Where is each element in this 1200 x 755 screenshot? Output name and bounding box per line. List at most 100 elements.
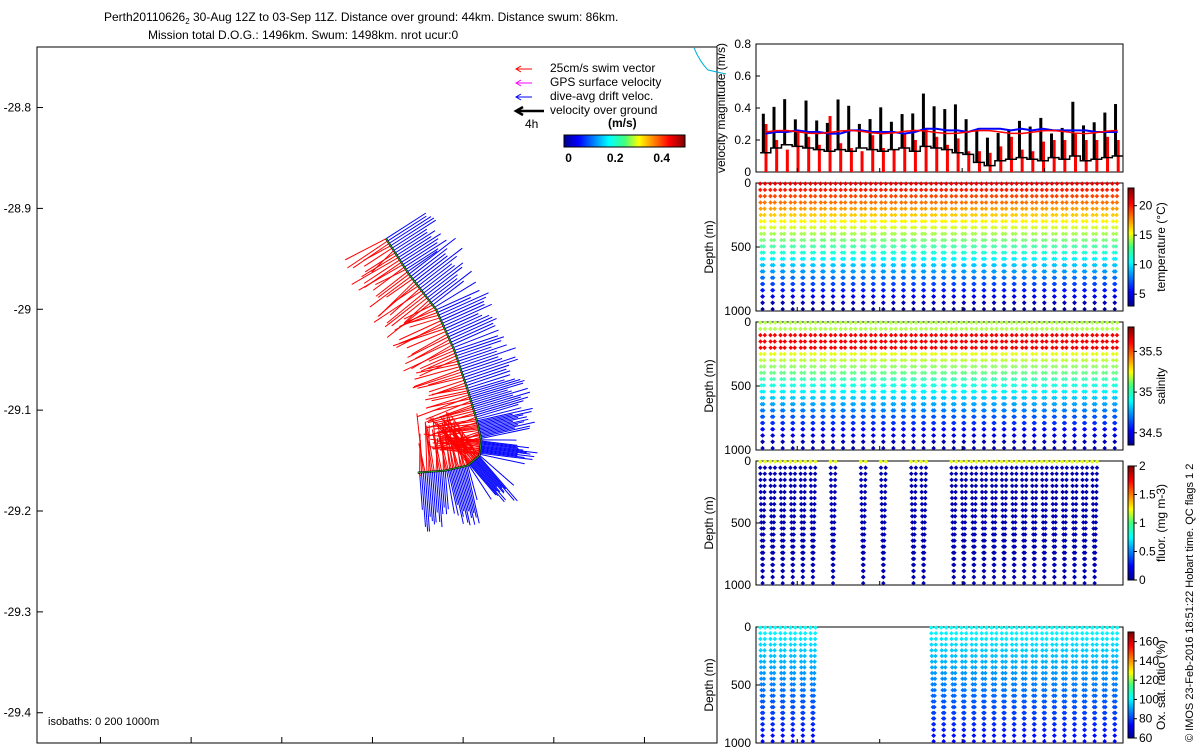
profile-colorbar: [1128, 466, 1134, 580]
profile-sample-marker: [768, 484, 773, 489]
profile-sample-marker: [1063, 244, 1068, 249]
profile-sample-marker: [963, 665, 968, 670]
profile-sample-marker: [1084, 496, 1089, 501]
profile-sample-marker: [1032, 575, 1037, 580]
profile-sample-marker: [990, 345, 995, 350]
profile-sample-marker: [813, 637, 818, 642]
profile-sample-marker: [1113, 294, 1118, 299]
profile-sample-marker: [1024, 459, 1029, 464]
profile-sample-marker: [1014, 219, 1019, 224]
profile-sample-marker: [792, 244, 797, 249]
profile-sample-marker: [953, 514, 958, 519]
profile-sample-marker: [884, 320, 889, 325]
profile-sample-marker: [773, 333, 778, 338]
profile-sample-marker: [812, 508, 817, 513]
profile-sample-marker: [1034, 200, 1039, 205]
profile-sample-marker: [911, 440, 916, 445]
profile-ytick-label: 500: [731, 240, 751, 254]
profile-sample-marker: [1034, 194, 1039, 199]
profile-sample-marker: [772, 676, 777, 681]
profile-sample-marker: [953, 682, 958, 687]
profile-sample-marker: [1024, 181, 1029, 186]
profile-sample-marker: [772, 377, 777, 382]
profile-sample-marker: [1012, 433, 1017, 438]
profile-sample-marker: [932, 440, 937, 445]
profile-sample-marker: [1032, 433, 1037, 438]
profile-sample-marker: [984, 327, 989, 332]
profile-sample-marker: [929, 648, 934, 653]
profile-sample-marker: [1075, 327, 1080, 332]
map-legend: 25cm/s swim vector GPS surface velocity …: [516, 61, 661, 131]
profile-sample-marker: [833, 472, 838, 477]
profile-sample-marker: [943, 225, 948, 230]
profile-sample-marker: [1013, 244, 1018, 249]
profile-sample-marker: [782, 514, 787, 519]
profile-sample-marker: [929, 333, 934, 338]
profile-sample-marker: [778, 642, 783, 647]
profile-sample-marker: [812, 358, 817, 363]
profile-sample-marker: [802, 654, 807, 659]
velocity-ytick-label: 0.4: [734, 101, 751, 115]
profile-sample-marker: [859, 200, 864, 205]
profile-sample-marker: [758, 200, 763, 205]
profile-sample-marker: [813, 181, 818, 186]
profile-sample-marker: [974, 465, 979, 470]
profile-sample-marker: [758, 625, 763, 630]
profile-sample-marker: [952, 301, 957, 306]
profile-sample-marker: [1002, 440, 1007, 445]
profile-sample-marker: [788, 642, 793, 647]
profile-sample-marker: [841, 288, 846, 293]
profile-sample-marker: [984, 484, 989, 489]
profile-sample-marker: [781, 427, 786, 432]
profile-sample-marker: [983, 244, 988, 249]
profile-sample-marker: [1000, 200, 1005, 205]
profile-sample-marker: [881, 440, 886, 445]
profile-sample-marker: [923, 377, 928, 382]
profile-sample-marker: [913, 333, 918, 338]
profile-sample-marker: [1083, 563, 1088, 568]
profile-sample-marker: [963, 225, 968, 230]
profile-sample-marker: [873, 194, 878, 199]
profile-sample-marker: [943, 654, 948, 659]
profile-sample-marker: [933, 642, 938, 647]
profile-sample-marker: [1104, 358, 1109, 363]
profile-sample-marker: [913, 345, 918, 350]
profile-sample-marker: [1034, 502, 1039, 507]
profile-sample-marker: [802, 508, 807, 513]
profile-sample-marker: [772, 648, 777, 653]
profile-sample-marker: [953, 383, 958, 388]
profile-sample-marker: [1084, 232, 1089, 237]
profile-sample-marker: [959, 333, 964, 338]
profile-sample-marker: [983, 502, 988, 507]
profile-sample-marker: [1070, 478, 1075, 483]
profile-sample-marker: [1084, 508, 1089, 513]
profile-sample-marker: [1100, 200, 1105, 205]
profile-sample-marker: [1094, 484, 1099, 489]
profile-sample-marker: [879, 478, 884, 483]
profile-sample-marker: [972, 575, 977, 580]
profile-ytick-label: 0: [744, 315, 751, 329]
profile-sample-marker: [879, 345, 884, 350]
profile-sample-marker: [1033, 514, 1038, 519]
profile-sample-marker: [889, 181, 894, 186]
profile-sample-marker: [1090, 339, 1095, 344]
profile-sample-marker: [944, 637, 949, 642]
profile-sample-marker: [803, 345, 808, 350]
profile-sample-marker: [863, 478, 868, 483]
profile-sample-marker: [801, 722, 806, 727]
profile-sample-marker: [1034, 219, 1039, 224]
profile-sample-marker: [943, 682, 948, 687]
profile-sample-marker: [952, 575, 957, 580]
profile-sample-marker: [963, 508, 968, 513]
profile-sample-marker: [843, 206, 848, 211]
profile-sample-marker: [933, 238, 938, 243]
profile-sample-marker: [1054, 200, 1059, 205]
profile-sample-marker: [1014, 320, 1019, 325]
profile-sample-marker: [762, 676, 767, 681]
profile-sample-marker: [763, 459, 768, 464]
profile-sample-marker: [891, 301, 896, 306]
profile-sample-marker: [974, 345, 979, 350]
drift-arrow: [473, 392, 530, 409]
profile-sample-marker: [791, 722, 796, 727]
profile-sample-marker: [933, 206, 938, 211]
